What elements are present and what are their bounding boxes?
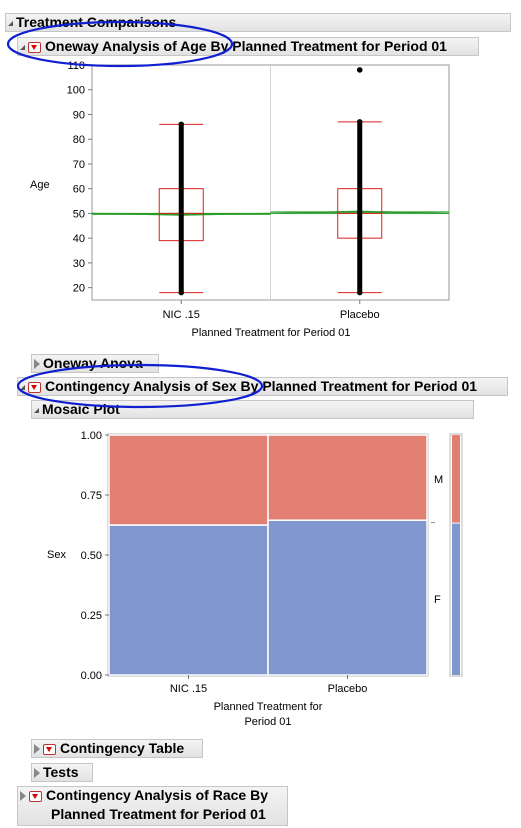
outlier-point [356, 67, 363, 73]
legend-label-m: M [434, 474, 443, 486]
oneway-chart: 20 30 40 50 60 70 80 90 100 110 NIC .15 Placebo [67, 60, 450, 321]
oneway-y-axis-label: Age [30, 179, 50, 191]
treatment-comparisons-header[interactable]: Treatment Comparisons [5, 13, 511, 32]
data-point [356, 289, 363, 296]
contingency-table-header[interactable]: Contingency Table [31, 739, 203, 758]
collapse-triangle-icon[interactable] [34, 407, 39, 413]
x-tick-label: NIC .15 [170, 683, 207, 695]
collapse-triangle-icon[interactable] [20, 44, 25, 50]
mosaic-cell-f [108, 524, 269, 676]
y-tick-label: 20 [73, 283, 85, 295]
data-points [178, 124, 184, 293]
tests-header[interactable]: Tests [31, 763, 93, 782]
legend-label-f: F [434, 594, 441, 606]
y-tick-label: 50 [73, 208, 85, 220]
mosaic-chart: NIC .15 Placebo 0.00 0.25 0.50 0.75 1.00 M F [81, 430, 463, 695]
y-tick-label: 30 [73, 258, 85, 270]
y-tick-label: 0.50 [81, 550, 102, 562]
oneway-anova-header[interactable]: Oneway Anova [31, 354, 159, 373]
expand-triangle-icon[interactable] [20, 791, 26, 802]
oneway-title: Oneway Analysis of Age By Planned Treatm… [45, 38, 447, 54]
contingency-table-title: Contingency Table [60, 740, 185, 756]
red-triangle-menu-icon[interactable] [28, 381, 41, 393]
mosaic-y-axis-label: Sex [47, 549, 66, 561]
data-point [178, 121, 185, 128]
data-point [178, 289, 185, 296]
overall-bar-f [452, 523, 460, 675]
x-tick-label: Placebo [340, 309, 380, 321]
x-tick-label: NIC .15 [163, 309, 200, 321]
mosaic-cell-m [108, 434, 269, 526]
expand-triangle-icon[interactable] [34, 359, 40, 370]
contingency-sex-header[interactable]: Contingency Analysis of Sex By Planned T… [17, 377, 508, 396]
x-tick-label: Placebo [328, 683, 368, 695]
red-triangle-menu-icon[interactable] [29, 790, 42, 802]
contingency-sex-title: Contingency Analysis of Sex By Planned T… [45, 378, 478, 394]
y-tick-label: 1.00 [81, 430, 102, 442]
y-tick-label: 0.25 [81, 610, 102, 622]
y-tick-label: 0.00 [81, 670, 102, 682]
mosaic-plot-header[interactable]: Mosaic Plot [31, 400, 474, 419]
y-tick-label: 70 [73, 159, 85, 171]
red-triangle-menu-icon[interactable] [28, 41, 41, 53]
y-tick-label: 110 [67, 60, 85, 72]
red-triangle-menu-icon[interactable] [43, 743, 56, 755]
y-tick-label: 40 [73, 233, 85, 245]
oneway-anova-title: Oneway Anova [43, 355, 143, 371]
contingency-race-header[interactable]: Contingency Analysis of Race By Planned … [17, 786, 288, 826]
contingency-race-title-line2: Planned Treatment for Period 01 [51, 806, 266, 822]
data-point [356, 119, 363, 125]
y-tick-label: 80 [73, 134, 85, 146]
contingency-race-title-line1: Contingency Analysis of Race By [46, 787, 268, 803]
expand-triangle-icon[interactable] [34, 768, 40, 779]
collapse-triangle-icon[interactable] [8, 20, 13, 26]
oneway-x-axis-label: Planned Treatment for Period 01 [191, 327, 351, 339]
y-tick-label: 0.75 [81, 490, 102, 502]
collapse-triangle-icon[interactable] [20, 384, 25, 390]
expand-triangle-icon[interactable] [34, 744, 40, 755]
mosaic-plot-title: Mosaic Plot [42, 401, 120, 417]
overall-bar-m [452, 435, 460, 523]
y-tick-label: 90 [73, 109, 85, 121]
y-tick-label: 60 [73, 184, 85, 196]
mosaic-cell-f [267, 519, 428, 676]
mosaic-cell-m [267, 434, 428, 521]
y-tick-label: 100 [67, 85, 85, 97]
data-points [357, 121, 363, 293]
mosaic-x-axis-label-text: Planned Treatment for Period 01 [213, 701, 323, 728]
treatment-comparisons-title: Treatment Comparisons [16, 14, 177, 30]
oneway-header[interactable]: Oneway Analysis of Age By Planned Treatm… [17, 37, 479, 56]
tests-title: Tests [43, 764, 79, 780]
mosaic-x-axis-label: Planned Treatment for Period 01 [208, 700, 328, 730]
